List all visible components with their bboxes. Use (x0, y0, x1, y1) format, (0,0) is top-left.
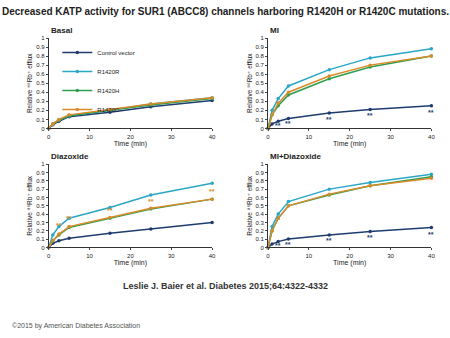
svg-text:0.3: 0.3 (36, 220, 45, 226)
svg-text:Relative ⁸⁶Rb⁺ efflux: Relative ⁸⁶Rb⁺ efflux (26, 175, 33, 235)
svg-text:0: 0 (266, 253, 270, 259)
svg-text:40: 40 (209, 134, 216, 140)
svg-text:30: 30 (387, 134, 394, 140)
svg-text:Time (min): Time (min) (333, 259, 366, 267)
svg-text:0.9: 0.9 (36, 170, 45, 176)
svg-text:0.3: 0.3 (36, 98, 45, 104)
svg-text:**: ** (428, 109, 434, 116)
svg-text:Time (min): Time (min) (114, 140, 147, 148)
svg-text:0.3: 0.3 (255, 98, 264, 104)
svg-text:0.5: 0.5 (255, 203, 264, 209)
svg-text:R1420C: R1420C (97, 107, 120, 113)
svg-text:0: 0 (47, 253, 51, 259)
svg-text:Relative ⁸⁶Rb⁺ efflux: Relative ⁸⁶Rb⁺ efflux (26, 53, 33, 113)
svg-text:0.2: 0.2 (255, 107, 264, 113)
svg-text:0.8: 0.8 (255, 53, 264, 59)
svg-text:10: 10 (306, 253, 313, 259)
svg-text:30: 30 (168, 134, 175, 140)
svg-text:0: 0 (260, 245, 264, 251)
svg-text:20: 20 (127, 253, 134, 259)
svg-text:Time (min): Time (min) (333, 140, 366, 148)
svg-text:30: 30 (168, 253, 175, 259)
svg-text:10: 10 (86, 253, 93, 259)
svg-text:20: 20 (127, 134, 134, 140)
svg-text:40: 40 (209, 253, 216, 259)
svg-text:40: 40 (428, 134, 435, 140)
svg-text:Decreased KATP activity for SU: Decreased KATP activity for SUR1 (ABCC8)… (2, 6, 449, 17)
svg-text:**: ** (148, 198, 154, 205)
svg-text:0.2: 0.2 (36, 107, 45, 113)
svg-text:**: ** (275, 242, 281, 249)
svg-text:**: ** (56, 222, 62, 229)
svg-text:0: 0 (41, 126, 45, 132)
svg-text:30: 30 (387, 253, 394, 259)
svg-text:**: ** (326, 116, 332, 123)
svg-text:Time (min): Time (min) (114, 259, 147, 267)
svg-text:**: ** (66, 215, 72, 222)
svg-text:R1420H: R1420H (97, 88, 119, 94)
svg-text:0.5: 0.5 (36, 80, 45, 86)
svg-text:Relative ⁸⁶Rb⁺ efflux: Relative ⁸⁶Rb⁺ efflux (246, 175, 253, 235)
svg-text:0.8: 0.8 (255, 178, 264, 184)
svg-text:0: 0 (260, 126, 264, 132)
svg-text:0.3: 0.3 (255, 220, 264, 226)
svg-text:Diazoxide: Diazoxide (51, 152, 89, 161)
svg-text:0.4: 0.4 (255, 89, 264, 95)
svg-text:0.7: 0.7 (255, 62, 264, 68)
svg-text:1: 1 (260, 161, 264, 167)
svg-text:0.5: 0.5 (255, 80, 264, 86)
svg-text:20: 20 (346, 253, 353, 259)
svg-text:Relative ⁸⁶Rb⁺ efflux: Relative ⁸⁶Rb⁺ efflux (246, 53, 253, 113)
svg-text:10: 10 (306, 134, 313, 140)
svg-text:0.6: 0.6 (36, 195, 45, 201)
svg-text:**: ** (209, 188, 215, 195)
svg-text:0.7: 0.7 (255, 186, 264, 192)
svg-text:40: 40 (428, 253, 435, 259)
svg-text:**: ** (285, 241, 291, 248)
svg-text:0.4: 0.4 (255, 211, 264, 217)
svg-text:**: ** (428, 231, 434, 238)
svg-text:0.2: 0.2 (36, 228, 45, 234)
svg-text:0.8: 0.8 (36, 53, 45, 59)
svg-text:©2015 by American Diabetes Ass: ©2015 by American Diabetes Association (12, 322, 140, 330)
svg-text:0.7: 0.7 (36, 186, 45, 192)
svg-text:20: 20 (346, 134, 353, 140)
svg-text:**: ** (326, 237, 332, 244)
svg-text:0.8: 0.8 (36, 178, 45, 184)
svg-text:1: 1 (41, 35, 45, 41)
svg-text:0.6: 0.6 (255, 71, 264, 77)
svg-text:**: ** (367, 112, 373, 119)
svg-text:0.5: 0.5 (36, 203, 45, 209)
svg-text:1: 1 (260, 35, 264, 41)
svg-text:**: ** (107, 207, 113, 214)
svg-text:**: ** (367, 234, 373, 241)
svg-text:0.9: 0.9 (36, 44, 45, 50)
svg-text:0: 0 (41, 245, 45, 251)
svg-text:**: ** (285, 120, 291, 127)
svg-text:MI: MI (270, 26, 279, 35)
svg-text:0.6: 0.6 (36, 71, 45, 77)
svg-text:0.7: 0.7 (36, 62, 45, 68)
svg-text:0: 0 (266, 134, 270, 140)
svg-text:1: 1 (41, 161, 45, 167)
svg-text:0.1: 0.1 (36, 236, 45, 242)
svg-text:0.9: 0.9 (255, 44, 264, 50)
svg-text:MI+Diazoxide: MI+Diazoxide (270, 152, 321, 161)
svg-text:0.4: 0.4 (36, 211, 45, 217)
svg-text:Control vector: Control vector (97, 50, 134, 56)
svg-text:10: 10 (86, 134, 93, 140)
svg-text:Basal: Basal (51, 26, 72, 35)
svg-text:0.9: 0.9 (255, 170, 264, 176)
svg-text:**: ** (275, 122, 281, 129)
svg-text:0.1: 0.1 (36, 117, 45, 123)
svg-text:0.6: 0.6 (255, 195, 264, 201)
svg-text:R1420R: R1420R (97, 69, 120, 75)
svg-text:0.2: 0.2 (255, 228, 264, 234)
svg-text:Leslie J. Baier et al. Diabete: Leslie J. Baier et al. Diabetes 2015;64:… (123, 281, 328, 291)
svg-text:0.1: 0.1 (255, 236, 264, 242)
svg-text:0.1: 0.1 (255, 117, 264, 123)
svg-text:0: 0 (47, 134, 51, 140)
svg-text:0.4: 0.4 (36, 89, 45, 95)
